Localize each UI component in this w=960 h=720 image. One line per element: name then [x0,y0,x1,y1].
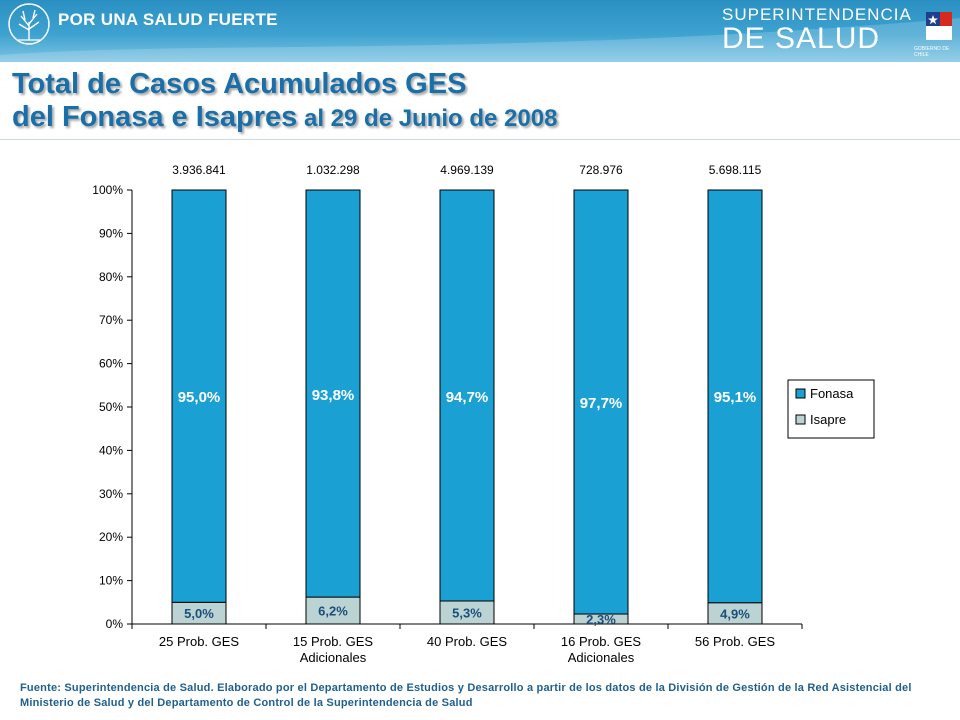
slide-title: Total de Casos Acumulados GES del Fonasa… [12,68,557,135]
brand-line1: SUPERINTENDENCIA [722,5,912,24]
x-category-label: 40 Prob. GES [427,634,508,649]
x-category-label: 25 Prob. GES [159,634,240,649]
stacked-bar-chart: 0% 10% 20% 30% 40% 50% 60% 70% 80% 90% 100% 5,0% 95,… [92,163,875,665]
data-label-fonasa: 95,0% [178,389,221,406]
header-banner: POR UNA SALUD FUERTE SUPERINTENDENCIA DE… [0,0,960,62]
y-tick-label: 80% [99,270,123,284]
bar-total-label: 4.969.139 [440,163,494,177]
data-label-fonasa: 93,8% [312,387,355,404]
legend-label: Fonasa [810,386,854,401]
y-tick-label: 20% [99,530,123,544]
legend-label: Isapre [810,412,846,427]
slogan: POR UNA SALUD FUERTE [58,10,278,29]
tree-logo-icon [8,3,50,45]
bar-fonasa [707,189,763,604]
bar-fonasa [573,189,629,615]
bar-total-label: 5.698.115 [709,163,762,177]
x-category-label: Adicionales [300,650,367,665]
y-tick-label: 70% [99,313,123,327]
y-tick-label: 60% [99,357,123,371]
data-label-isapre: 6,2% [318,604,348,619]
data-label-isapre: 2,3% [586,612,616,627]
y-tick-label: 10% [99,574,123,588]
bar-fonasa [439,189,495,602]
y-tick-label: 0% [106,617,124,631]
y-tick-label: 50% [99,400,123,414]
title-separator [0,139,960,140]
y-tick-label: 30% [99,487,123,501]
y-tick-label: 40% [99,443,123,457]
x-category-label: Adicionales [568,650,635,665]
brand-logo-text: SUPERINTENDENCIA DE SALUD [722,6,912,54]
x-category-label: 56 Prob. GES [695,634,776,649]
y-tick-label: 90% [99,226,123,240]
data-label-isapre: 5,3% [452,605,482,620]
bar-fonasa [171,189,227,603]
legend-swatch [795,414,806,425]
data-label-fonasa: 97,7% [580,395,623,412]
y-tick-label: 100% [92,183,123,197]
brand-line2: DE SALUD [722,22,881,55]
bar-total-label: 728.976 [579,163,623,177]
data-label-isapre: 5,0% [184,606,214,621]
government-label: GOBIERNO DE CHILE [914,46,950,58]
title-line2-date: al 29 de Junio de 2008 [297,105,558,132]
data-label-fonasa: 95,1% [714,389,757,406]
source-note: Fuente: Superintendencia de Salud. Elabo… [20,682,912,709]
bar-total-label: 1.032.298 [306,163,360,177]
title-line2-main: del Fonasa e Isapres [12,101,298,133]
bar-fonasa [305,189,361,598]
x-category-label: 15 Prob. GES [293,634,374,649]
data-label-isapre: 4,9% [720,606,750,621]
bar-isapre [305,596,361,625]
data-label-fonasa: 94,7% [446,389,489,406]
government-logo-icon [926,12,952,40]
bar-total-label: 3.936.841 [172,163,226,177]
title-line2: del Fonasa e Isapres al 29 de Junio de 2… [12,101,557,135]
title-line1: Total de Casos Acumulados GES [12,68,467,100]
legend-swatch [795,388,806,399]
x-category-label: 16 Prob. GES [561,634,642,649]
